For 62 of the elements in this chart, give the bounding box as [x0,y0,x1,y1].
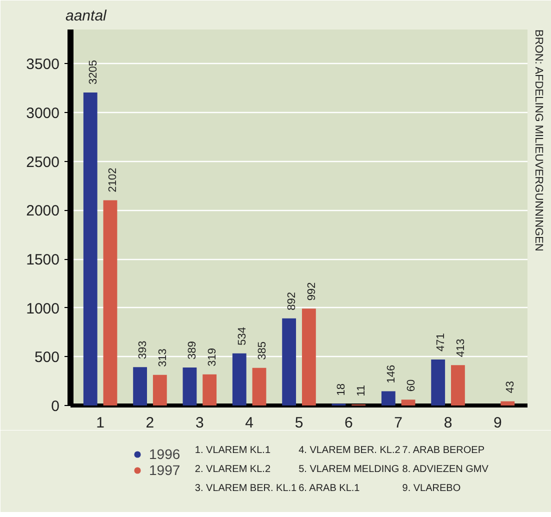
legend-label: 1996 [149,446,180,462]
bar [401,400,416,406]
data-label: 11 [356,385,368,396]
data-label: 534 [236,326,248,346]
bar [381,391,396,406]
text: 9. VLAREBO [402,483,461,494]
data-label: 389 [186,341,199,360]
x-tick-label: 7 [394,414,403,432]
y-tick-label: 1500 [26,252,60,269]
x-tick-label: 8 [444,414,452,432]
data-label: 393 [137,340,150,360]
x-tick-label: 3 [195,414,204,432]
text: 6. ARAB KL.1 [298,483,360,494]
text: 8. ADVIEZEN GMV [402,464,489,475]
x-tick-label: 1 [96,414,104,432]
bar [302,308,316,406]
x-tick-label: 9 [494,414,502,432]
text: 1. VLAREM KL.1 [194,445,271,456]
legend-label: 1997 [149,462,180,478]
y-tick-label: 3000 [26,105,60,122]
bar [500,401,515,406]
y-tick-label: 2000 [26,202,60,220]
text: 4. VLAREM BER. KL.2 [298,445,401,456]
bar [232,353,246,406]
data-label: 43 [504,381,517,394]
data-label: 2102 [107,168,120,192]
y-tick-label: 3500 [26,56,60,74]
data-label: 992 [306,282,318,301]
data-label: 313 [156,348,169,367]
bar [182,368,197,406]
text: 5. VLAREM MELDING [298,464,400,475]
x-tick-label: 2 [146,414,154,432]
data-label: 146 [385,364,398,384]
data-label: 319 [206,348,219,366]
data-label: 3205 [87,60,100,84]
bar [133,367,147,406]
bar [431,360,446,406]
bar [252,368,266,406]
text: 2. VLAREM KL.2 [194,464,271,475]
bar [103,200,118,406]
data-label: 60 [405,379,418,392]
bar [282,318,296,406]
y-tick-label: 1000 [26,300,60,318]
data-label: 892 [286,292,298,310]
bar [202,374,217,406]
data-label: 18 [336,383,348,396]
text: 3. VLAREM BER. KL.1 [194,483,298,494]
bar [152,374,167,406]
y-tick-label: 500 [34,349,60,366]
y-tick-label: 2500 [26,154,60,171]
bar [83,92,98,406]
data-label: 413 [454,338,467,358]
x-tick-label: 5 [294,414,304,432]
text: BRON: AFDELING MILIEUVERGUNNINGEN [532,30,544,252]
data-label: 471 [435,333,448,352]
x-tick-label: 6 [344,414,353,432]
text: 7. ARAB BEROEP [402,445,485,456]
y-tick-label: 0 [51,398,60,415]
y-axis-title: aantal [66,8,108,24]
x-tick-label: 4 [245,414,254,432]
data-label: 385 [256,342,268,360]
bar [451,365,465,406]
